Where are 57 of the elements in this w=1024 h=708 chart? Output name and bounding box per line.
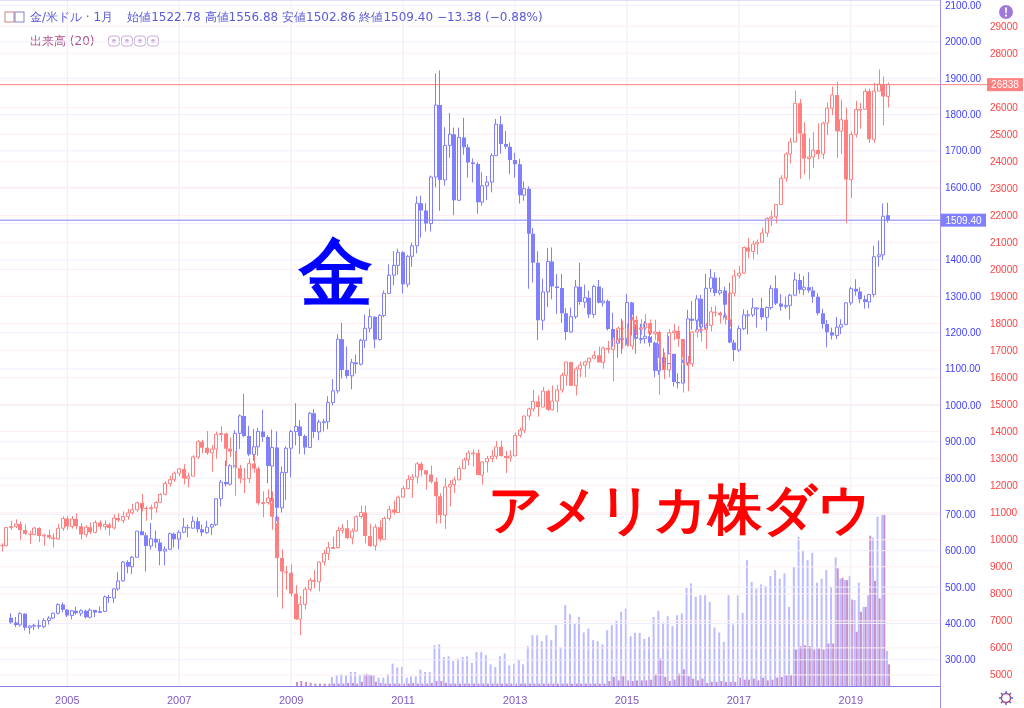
chart-title: 出来高 (20) xyxy=(30,34,95,48)
y-tick-label: 900.00 xyxy=(945,436,977,448)
y2-tick-label: 18000 xyxy=(990,318,1019,330)
ref-line-label: 26838 xyxy=(991,79,1020,91)
y-tick-label: 1800.00 xyxy=(945,109,982,121)
y2-tick-label: 5000 xyxy=(990,669,1013,681)
x-tick-label: 2015 xyxy=(614,694,640,706)
y2-tick-label: 23000 xyxy=(990,182,1019,194)
y2-tick-label: 25000 xyxy=(990,128,1019,140)
y-tick-label: 2100.00 xyxy=(945,0,982,11)
y-tick-label: 1900.00 xyxy=(945,72,982,84)
x-tick-label: 2017 xyxy=(726,694,752,706)
y2-tick-label: 29000 xyxy=(990,20,1019,32)
y-tick-label: 2000.00 xyxy=(945,36,982,48)
y-tick-label: 1700.00 xyxy=(945,145,982,157)
y2-tick-label: 13000 xyxy=(990,453,1019,465)
x-tick-label: 2009 xyxy=(278,694,304,706)
y-tick-label: 300.00 xyxy=(945,654,977,666)
series-label: アメリカ株ダウ xyxy=(488,478,872,541)
x-tick-label: 2013 xyxy=(502,694,528,706)
y-tick-label: 600.00 xyxy=(945,545,977,557)
y2-tick-label: 6000 xyxy=(990,642,1013,654)
y2-tick-label: 28000 xyxy=(990,47,1019,59)
x-tick-label: 2019 xyxy=(838,694,864,706)
y-tick-label: 1600.00 xyxy=(945,181,982,193)
ref-line-label: 1509.40 xyxy=(945,214,983,226)
annotation: 始値1522.78 高値1556.88 安値1502.86 終値1509.40 −13.38 (−0.88%) xyxy=(127,10,543,24)
y2-tick-label: 22000 xyxy=(990,209,1019,221)
series-label: 金 xyxy=(297,229,373,315)
y2-tick-label: 24000 xyxy=(990,155,1019,167)
x-tick-label: 2007 xyxy=(166,694,192,706)
y-tick-label: 1000.00 xyxy=(945,399,982,411)
y2-tick-label: 15000 xyxy=(990,399,1019,411)
y2-tick-label: 21000 xyxy=(990,236,1019,248)
y2-tick-label: 20000 xyxy=(990,263,1019,275)
y-tick-label: 400.00 xyxy=(945,617,977,629)
y2-tick-label: 14000 xyxy=(990,426,1019,438)
y-tick-label: 1400.00 xyxy=(945,254,982,266)
y-tick-label: 1200.00 xyxy=(945,327,982,339)
y2-tick-label: 19000 xyxy=(990,291,1019,303)
y2-tick-label: 9000 xyxy=(990,561,1013,573)
y2-tick-label: 26000 xyxy=(990,101,1019,113)
x-tick-label: 2011 xyxy=(391,694,415,706)
y2-tick-label: 8000 xyxy=(990,588,1013,600)
y2-tick-label: 16000 xyxy=(990,372,1019,384)
y-tick-label: 700.00 xyxy=(945,508,977,520)
y2-tick-label: 12000 xyxy=(990,480,1019,492)
y-tick-label: 800.00 xyxy=(945,472,977,484)
y2-tick-label: 10000 xyxy=(990,534,1019,546)
y-tick-label: 1300.00 xyxy=(945,290,982,302)
y2-tick-label: 17000 xyxy=(990,345,1019,357)
y2-tick-label: 11000 xyxy=(990,507,1018,519)
y-tick-label: 500.00 xyxy=(945,581,977,593)
y-tick-label: 1100.00 xyxy=(945,363,981,375)
x-tick-label: 2005 xyxy=(55,694,80,706)
y2-tick-label: 7000 xyxy=(990,615,1013,627)
text: 金/米ドル · 1月 xyxy=(30,10,114,24)
